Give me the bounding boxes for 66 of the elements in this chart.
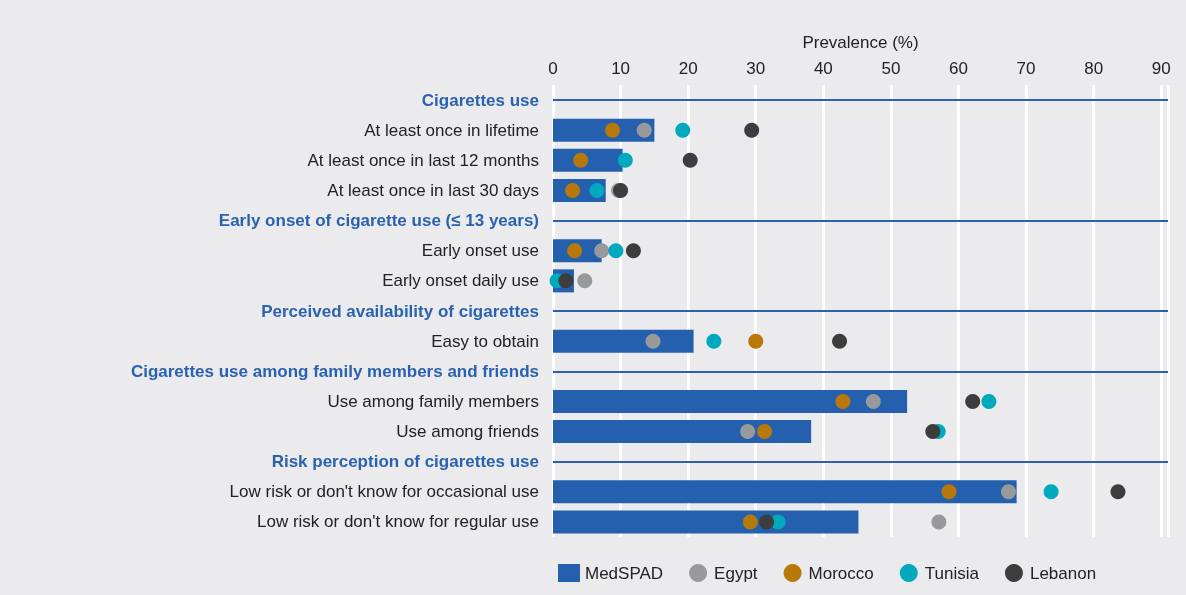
point [931, 514, 947, 530]
y-tick-label: Low risk or don't know for occasional use [229, 482, 539, 502]
point [645, 333, 661, 349]
y-tick-label: Use among friends [396, 422, 539, 442]
point [757, 424, 773, 440]
x-tick-label: 40 [813, 59, 833, 78]
point [744, 122, 760, 138]
x-axis-title: Prevalence (%) [802, 33, 919, 52]
point [740, 424, 756, 440]
y-tick-label: Use among family members [327, 391, 539, 411]
bar [553, 329, 694, 353]
point [682, 152, 698, 168]
bar [553, 510, 859, 534]
point [1001, 484, 1017, 500]
point [625, 243, 641, 259]
point [1110, 484, 1126, 500]
x-tick-label: 30 [746, 59, 766, 78]
x-tick-label: 50 [881, 59, 901, 78]
y-tick-label: Early onset use [421, 241, 539, 261]
y-tick-label: Perceived availability of cigarettes [261, 301, 539, 321]
y-tick-label: Early onset daily use [382, 271, 539, 291]
point [981, 393, 997, 409]
point [594, 243, 610, 259]
point [965, 393, 981, 409]
x-tick-label: 20 [678, 59, 698, 78]
y-tick-label: Cigarettes use [421, 90, 539, 110]
point [865, 393, 881, 409]
legend-label: Tunisia [924, 563, 980, 583]
point [706, 333, 722, 349]
bar [553, 389, 908, 413]
x-tick-label: 60 [949, 59, 968, 78]
point [617, 152, 633, 168]
y-tick-label: Risk perception of cigarettes use [271, 452, 539, 472]
point [675, 122, 691, 138]
y-tick-label: At least once in lifetime [364, 120, 539, 140]
point [832, 333, 848, 349]
point [759, 514, 775, 530]
point [577, 273, 593, 289]
bar [553, 480, 1017, 504]
y-tick-label: At least once in last 12 months [307, 150, 539, 170]
point [748, 333, 764, 349]
y-tick-label: Early onset of cigarette use (≤ 13 years) [218, 211, 539, 231]
x-tick-label: 70 [1016, 59, 1036, 78]
y-tick-label: Low risk or don't know for regular use [257, 512, 539, 532]
point [608, 243, 624, 259]
y-tick-label: At least once in last 30 days [327, 180, 539, 200]
bar [553, 420, 812, 444]
point [589, 182, 605, 198]
x-tick-label: 80 [1084, 59, 1104, 78]
y-tick-label: Easy to obtain [431, 331, 539, 351]
x-tick-label: 10 [611, 59, 631, 78]
point [604, 122, 620, 138]
point [573, 152, 589, 168]
legend-label: Lebanon [1029, 563, 1097, 583]
legend-label: Egypt [714, 563, 758, 583]
point [1043, 484, 1059, 500]
point [835, 393, 851, 409]
point [636, 122, 652, 138]
x-tick-label: 0 [548, 59, 558, 78]
point [742, 514, 758, 530]
point [941, 484, 957, 500]
legend-label: MedSPAD [585, 563, 664, 583]
x-tick-label: 90 [1151, 59, 1171, 78]
legend-label: Morocco [808, 563, 874, 583]
point [925, 424, 941, 440]
y-tick-label: Cigarettes use among family members and friends [130, 361, 539, 381]
